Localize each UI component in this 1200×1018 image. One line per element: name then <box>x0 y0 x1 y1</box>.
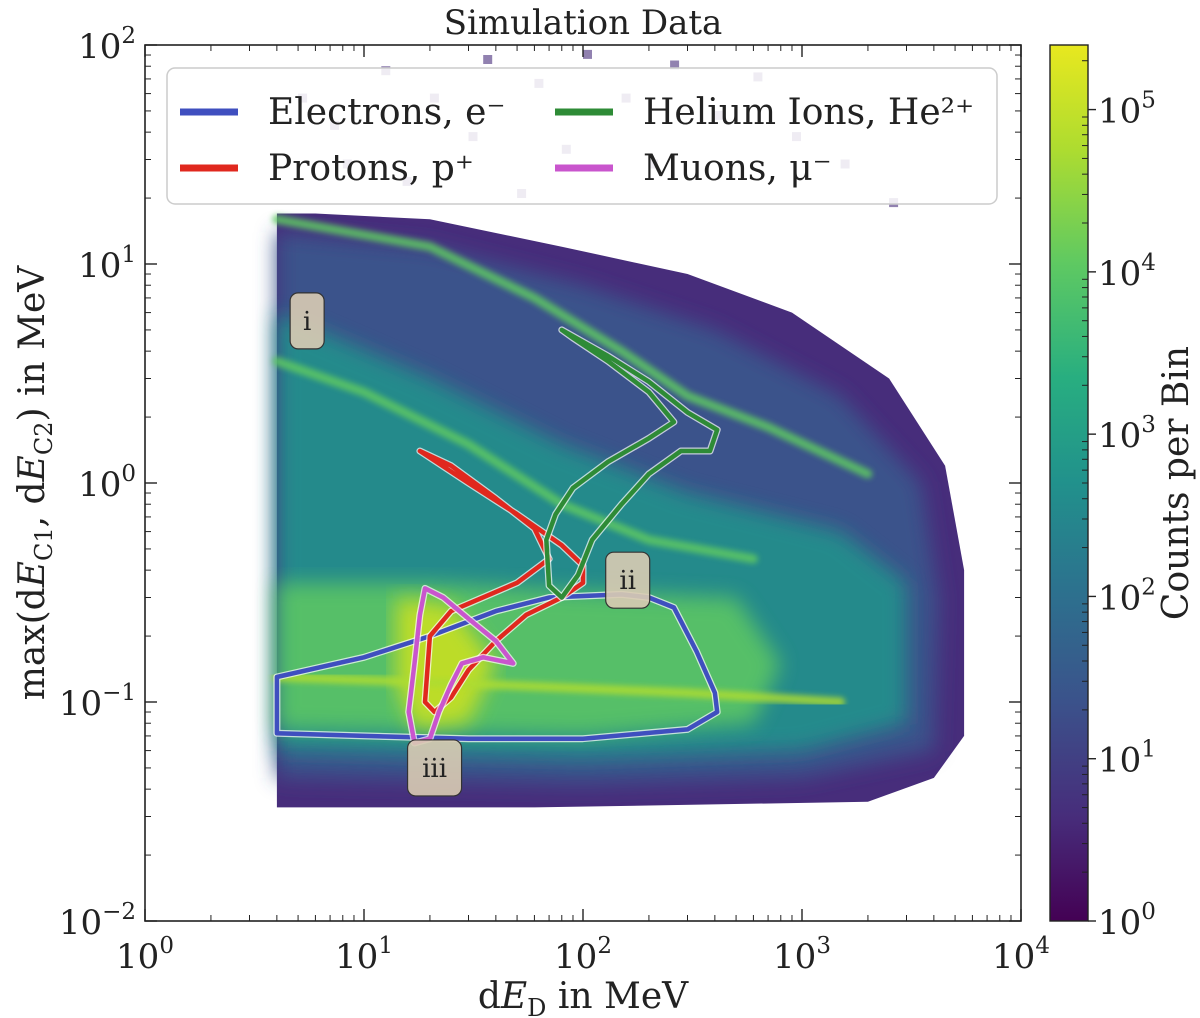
colorbar-tick-label-5: 105 <box>1098 88 1156 132</box>
y-axis-ticks: 10−2 10−1 100 101 102 <box>59 23 1021 943</box>
y-axis-label: max(dEC1, dEC2) in MeV <box>12 265 58 701</box>
legend-label-0: Electrons, e⁻ <box>268 92 505 133</box>
legend-box <box>166 67 998 205</box>
contour-lines <box>273 326 721 747</box>
x-tick-label-1: 101 <box>335 933 393 977</box>
annotation-label-2: iii <box>422 754 447 784</box>
x-tick-label-3: 103 <box>773 933 831 977</box>
legend-items: Electrons, e⁻ Protons, p⁺ Helium Ions, He²… <box>180 92 974 189</box>
x-tick-label-4: 104 <box>992 933 1050 977</box>
heatmap-band-proton <box>272 356 758 564</box>
heatmap-cell <box>670 60 680 70</box>
y-tick-label-3: 101 <box>78 242 136 286</box>
x-axis-ticks: 100 101 102 103 104 <box>116 45 1050 977</box>
y-tick-label-4: 102 <box>78 23 136 67</box>
colorbar-gradient <box>1049 44 1089 922</box>
x-tick-label-0: 100 <box>116 933 174 977</box>
x-tick-label-2: 102 <box>554 933 612 977</box>
annotation-label-1: ii <box>619 566 636 596</box>
y-tick-label-1: 10−1 <box>59 680 136 724</box>
colorbar-tick-label-2: 102 <box>1098 574 1156 618</box>
legend: Electrons, e⁻ Protons, p⁺ Helium Ions, He²… <box>166 67 998 205</box>
annotation-box-0 <box>289 292 325 350</box>
colorbar-ticks: 100 101 102 103 104 105 <box>1082 60 1156 943</box>
colorbar-label: Counts per Bin <box>1156 346 1197 620</box>
colorbar-tick-label-0: 100 <box>1098 899 1156 943</box>
contour-3 <box>406 586 516 746</box>
heatmap-band-helium <box>272 214 873 479</box>
colorbar-tick-label-4: 104 <box>1098 250 1156 294</box>
chart-title: Simulation Data <box>444 3 723 43</box>
annotation-label-0: i <box>303 307 311 337</box>
contour-1 <box>417 448 586 715</box>
heatmap-band-electron <box>272 672 846 707</box>
colorbar-tick-label-3: 103 <box>1098 412 1156 456</box>
annotation-box-2 <box>406 739 463 797</box>
y-tick-label-2: 100 <box>78 461 136 505</box>
contour-2 <box>544 327 720 600</box>
colorbar: 100 101 102 103 104 105 Counts per Bin <box>1049 44 1197 943</box>
annotation-box-1 <box>605 551 651 609</box>
colorbar-tick-label-1: 101 <box>1098 737 1156 781</box>
heatmap-cell <box>583 49 592 59</box>
y-tick-label-0: 10−2 <box>59 899 136 943</box>
x-axis-label: dED in MeV <box>478 976 689 1018</box>
legend-label-1: Protons, p⁺ <box>268 148 474 189</box>
legend-label-3: Muons, μ⁻ <box>643 148 832 189</box>
heatmap-cell <box>483 55 493 64</box>
legend-label-2: Helium Ions, He²⁺ <box>643 92 974 133</box>
